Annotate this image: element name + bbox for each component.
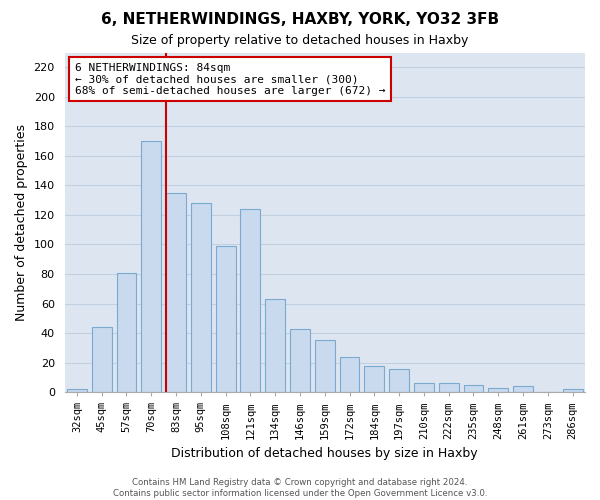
Bar [166,193,186,392]
Text: Contains HM Land Registry data © Crown copyright and database right 2024.
Contai: Contains HM Land Registry data © Crown c… [113,478,487,498]
Bar [513,386,533,392]
Bar [142,141,161,392]
Bar [92,327,112,392]
Bar [364,366,384,392]
Bar [464,385,484,392]
Bar [389,368,409,392]
Bar [67,389,87,392]
Bar [265,299,285,392]
Text: Size of property relative to detached houses in Haxby: Size of property relative to detached ho… [131,34,469,47]
Text: 6 NETHERWINDINGS: 84sqm
← 30% of detached houses are smaller (300)
68% of semi-d: 6 NETHERWINDINGS: 84sqm ← 30% of detache… [75,62,385,96]
Text: 6, NETHERWINDINGS, HAXBY, YORK, YO32 3FB: 6, NETHERWINDINGS, HAXBY, YORK, YO32 3FB [101,12,499,28]
Bar [488,388,508,392]
Bar [439,384,458,392]
Bar [216,246,236,392]
Bar [116,272,136,392]
Bar [563,389,583,392]
Bar [191,203,211,392]
X-axis label: Distribution of detached houses by size in Haxby: Distribution of detached houses by size … [172,447,478,460]
Bar [414,384,434,392]
Bar [340,356,359,392]
Bar [315,340,335,392]
Y-axis label: Number of detached properties: Number of detached properties [15,124,28,321]
Bar [290,328,310,392]
Bar [241,209,260,392]
